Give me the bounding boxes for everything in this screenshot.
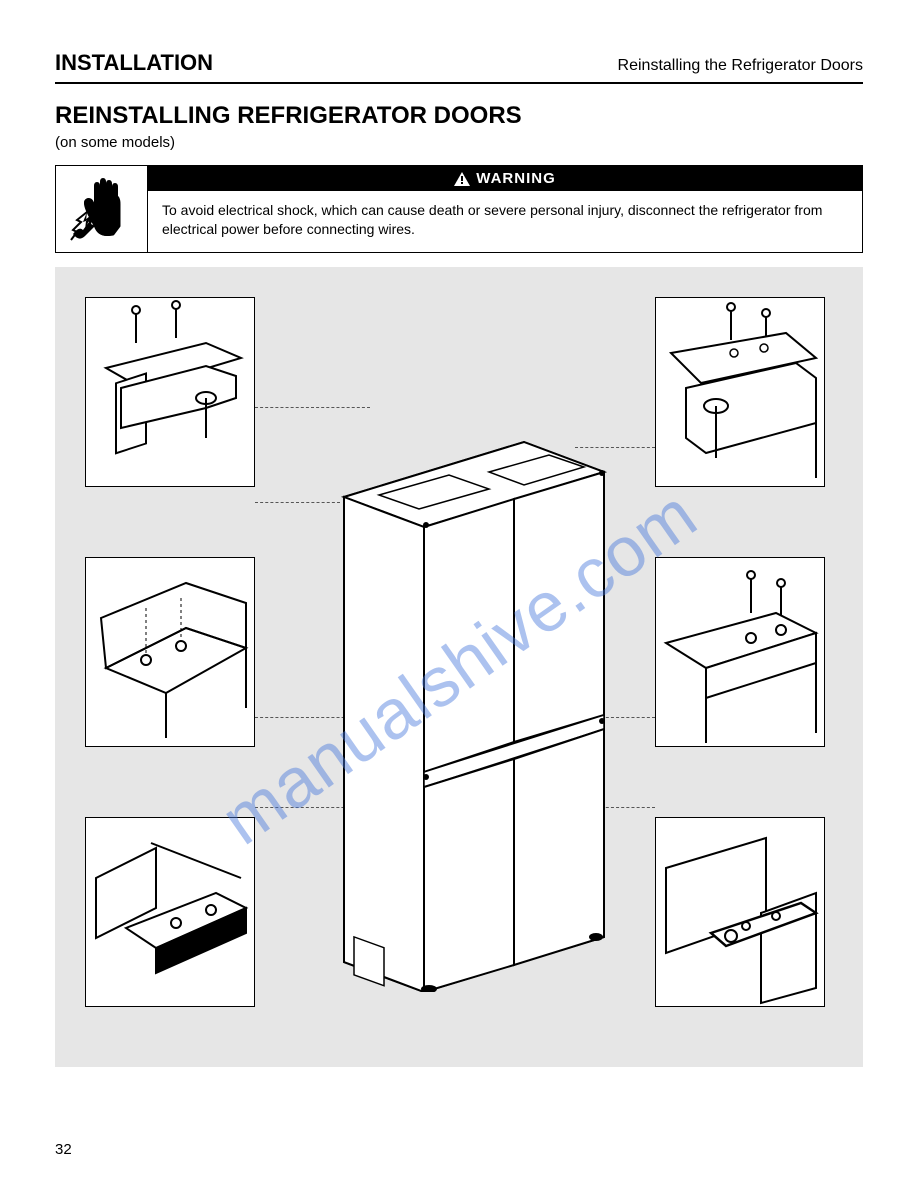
warning-body: WARNING To avoid electrical shock, which… [148, 166, 862, 252]
warning-text: To avoid electrical shock, which can cau… [148, 191, 862, 249]
warning-label: WARNING [476, 170, 556, 187]
detail-mid-left [85, 557, 255, 747]
header-subtitle: Reinstalling the Refrigerator Doors [618, 57, 863, 75]
warning-triangle-icon [454, 172, 470, 186]
detail-bottom-left [85, 817, 255, 1007]
header-row: INSTALLATION Reinstalling the Refrigerat… [55, 50, 863, 84]
detail-bottom-right [655, 817, 825, 1007]
leader-line [255, 407, 370, 408]
detail-top-right [655, 297, 825, 487]
detail-mid-right [655, 557, 825, 747]
page: INSTALLATION Reinstalling the Refrigerat… [0, 0, 918, 1188]
refrigerator-illustration [294, 417, 624, 997]
detail-top-left [85, 297, 255, 487]
page-number: 32 [55, 1141, 72, 1158]
section-title: REINSTALLING REFRIGERATOR DOORS [55, 102, 863, 130]
diagram-area: manualshive.com [55, 267, 863, 1067]
warning-box: WARNING To avoid electrical shock, which… [55, 165, 863, 253]
warning-bar: WARNING [148, 166, 862, 191]
electrical-shock-icon [56, 166, 148, 252]
section-subtitle: (on some models) [55, 134, 863, 151]
header-title: INSTALLATION [55, 50, 213, 76]
